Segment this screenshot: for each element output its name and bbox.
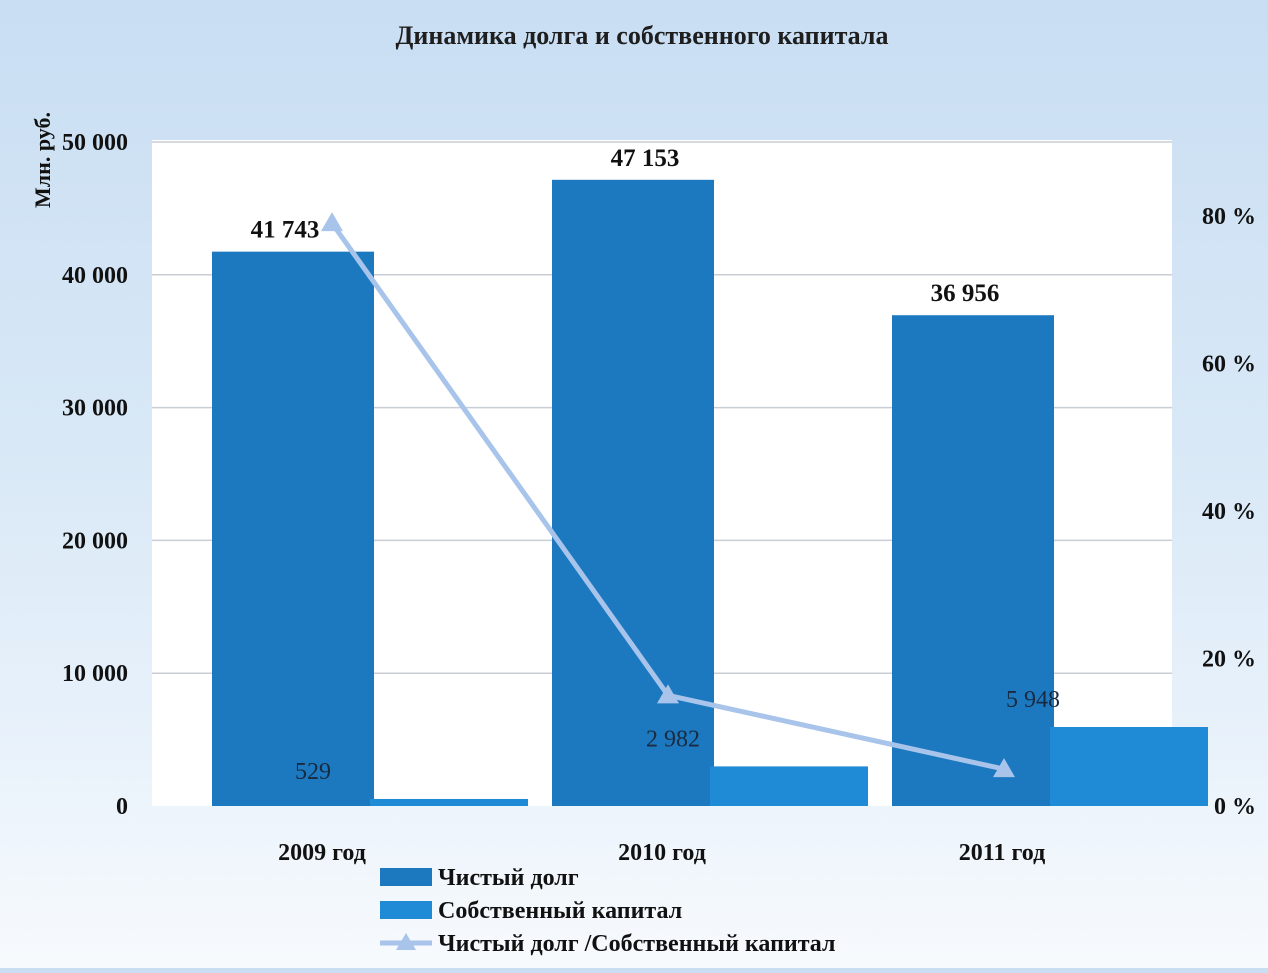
legend-swatch-equity [380, 901, 432, 919]
bar-net-debt [552, 179, 714, 806]
y-axis-label: Млн. руб. [30, 112, 55, 208]
ratio-marker [993, 758, 1015, 778]
y2-tick-label: 80 % [1202, 204, 1256, 230]
data-label-net-debt: 47 153 [611, 145, 680, 172]
x-axis-categories: 2009 год 2010 год 2011 год [278, 840, 1045, 866]
ratio-marker [657, 684, 679, 704]
y-tick-label: 0 [116, 794, 128, 820]
ratio-marker [321, 212, 343, 232]
data-labels: 41 743 529 47 153 2 982 36 956 5 948 [251, 145, 1060, 785]
y2-tick-label: 20 % [1202, 646, 1256, 672]
bar-equity [710, 766, 868, 806]
y2-tick-label: 60 % [1202, 351, 1256, 377]
x-category-label: 2010 год [618, 840, 706, 866]
data-label-net-debt: 36 956 [931, 280, 1000, 307]
y-tick-label: 40 000 [62, 263, 128, 289]
legend-swatch-ratio-marker [396, 933, 416, 950]
bar-equity [370, 798, 528, 806]
y-axis-ticks: 0 10 000 20 000 30 000 40 000 50 000 [62, 130, 128, 820]
legend-swatch-net-debt [380, 868, 432, 886]
bar-net-debt [892, 315, 1054, 806]
y2-axis-ticks: 0 % 20 % 40 % 60 % 80 % [1202, 204, 1256, 820]
legend-label-net-debt: Чистый долг [438, 865, 579, 891]
x-category-label: 2009 год [278, 840, 366, 866]
legend-label-ratio: Чистый долг /Собственный капитал [438, 931, 835, 957]
bar-net-debt [212, 251, 374, 806]
data-label-equity: 5 948 [1006, 687, 1060, 713]
y-tick-label: 50 000 [62, 130, 128, 156]
data-label-equity: 2 982 [646, 726, 700, 752]
legend: Чистый долг Собственный капитал Чистый дол… [380, 865, 835, 957]
ratio-line [321, 212, 1015, 778]
data-label-equity: 529 [295, 759, 331, 785]
y2-tick-label: 0 % [1214, 794, 1256, 820]
y-tick-label: 10 000 [62, 661, 128, 687]
y-tick-label: 20 000 [62, 528, 128, 554]
chart-title: Динамика долга и собственного капитала [396, 21, 889, 50]
legend-label-equity: Собственный капитал [438, 898, 682, 924]
bars [212, 179, 1208, 806]
y2-tick-label: 40 % [1202, 499, 1256, 525]
y-tick-label: 30 000 [62, 396, 128, 422]
data-label-net-debt: 41 743 [251, 217, 320, 244]
bar-equity [1050, 727, 1208, 806]
x-category-label: 2011 год [959, 840, 1045, 866]
